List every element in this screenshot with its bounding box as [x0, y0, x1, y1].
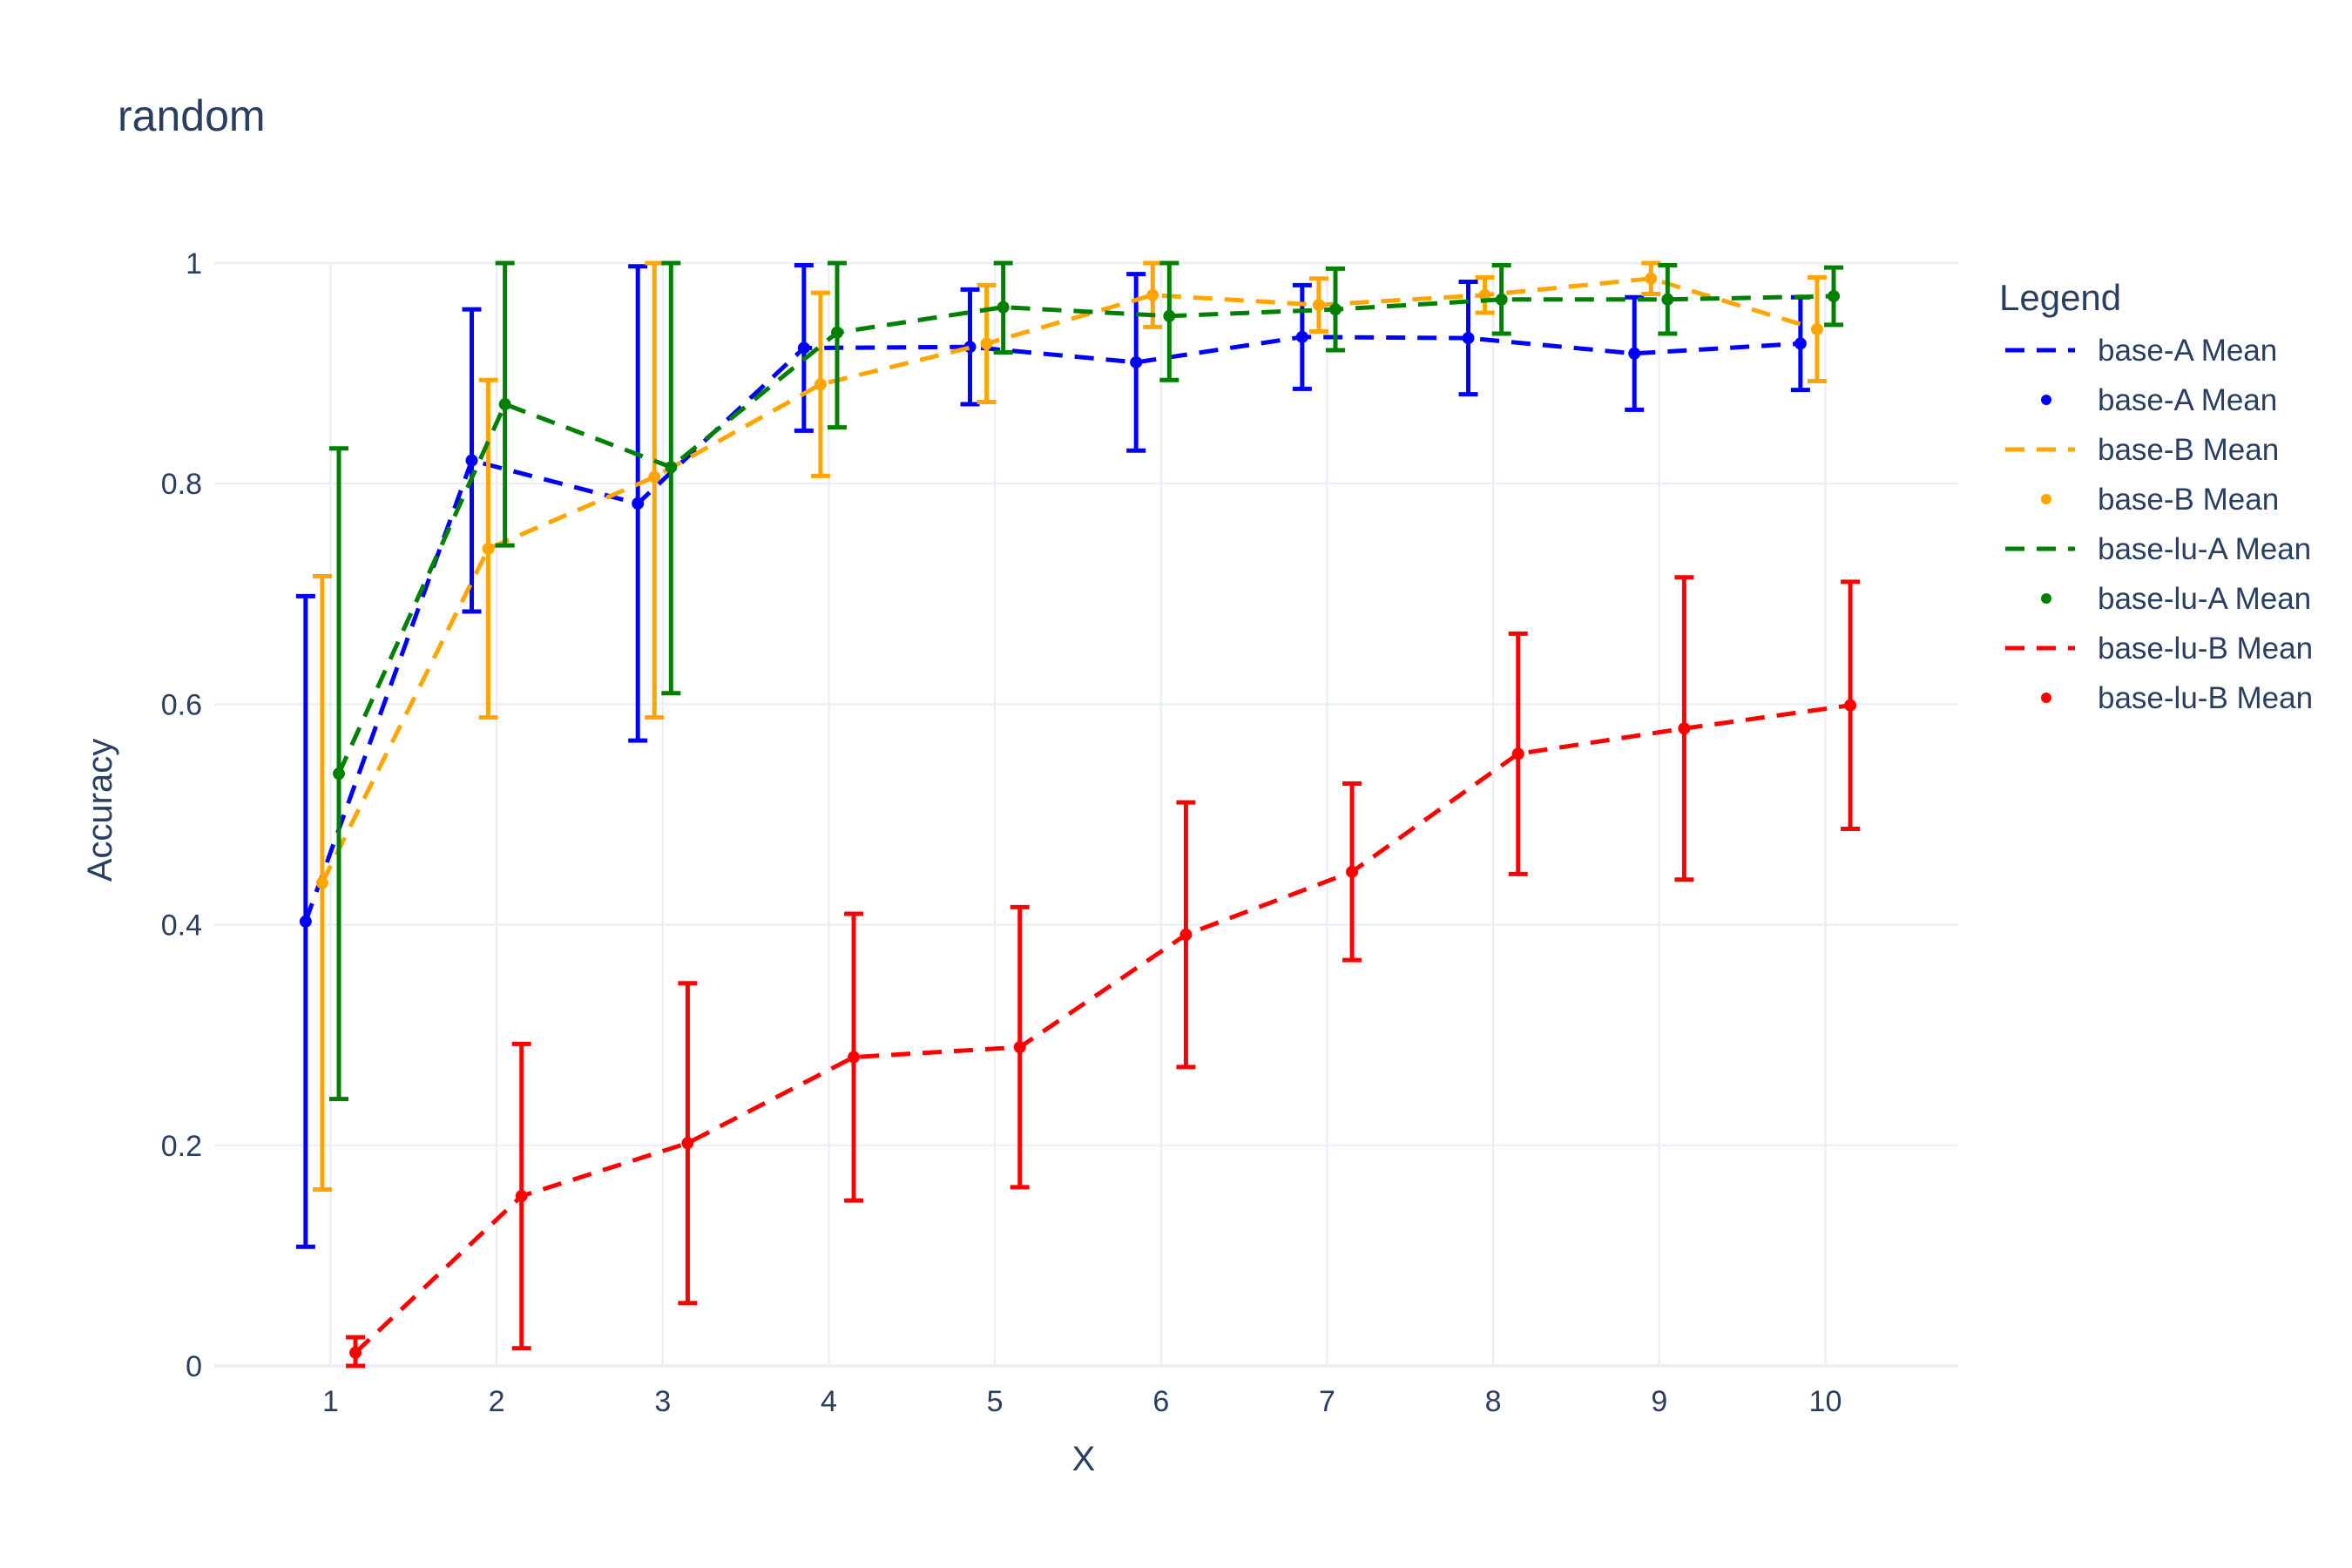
data-point	[1511, 747, 1524, 760]
data-point	[315, 876, 328, 889]
x-tick-label: 9	[1651, 1385, 1667, 1418]
data-point	[333, 767, 345, 781]
data-point	[1179, 928, 1193, 941]
data-point	[1661, 293, 1674, 306]
legend-label: base-A Mean	[2098, 383, 2277, 417]
legend-marker-swatch	[2041, 593, 2051, 604]
chart-title: random	[118, 91, 266, 140]
series-line	[354, 703, 1851, 1355]
data-point	[648, 470, 661, 483]
x-tick-label: 5	[987, 1385, 1004, 1418]
legend-item-line[interactable]: base-lu-B Mean	[2005, 632, 2313, 666]
data-point	[1013, 1041, 1026, 1054]
data-point	[1828, 289, 1840, 302]
error-bar	[661, 260, 681, 696]
legend-label: base-lu-A Mean	[2098, 582, 2311, 616]
data-point	[498, 398, 511, 411]
data-point	[349, 1346, 362, 1359]
y-tick-label: 0.4	[161, 909, 202, 943]
series-line	[303, 335, 1801, 923]
series-layer	[295, 260, 1861, 1369]
data-point	[1678, 722, 1691, 735]
data-point	[1312, 299, 1325, 312]
data-point	[1645, 272, 1658, 285]
y-tick-label: 0.6	[161, 688, 202, 721]
data-point	[1146, 288, 1159, 301]
series-line	[320, 276, 1818, 884]
data-point	[1295, 330, 1308, 343]
data-point	[848, 1051, 861, 1064]
legend-label: base-B Mean	[2098, 433, 2279, 467]
legend-label: base-lu-A Mean	[2098, 532, 2311, 566]
data-point	[814, 378, 827, 391]
x-tick-label: 10	[1809, 1385, 1842, 1418]
data-point	[515, 1190, 528, 1203]
legend-item-marker[interactable]: base-lu-B Mean	[2041, 681, 2313, 715]
data-point	[1462, 332, 1475, 345]
legend-label: base-lu-B Mean	[2098, 632, 2313, 666]
legend[interactable]: Legend base-A Mean base-A Mean base-B Mean…	[1999, 277, 2313, 715]
legend-title: Legend	[1999, 277, 2121, 318]
series-base-b-mean	[312, 260, 1827, 1192]
series-base-lu-a-mean	[329, 260, 1843, 1102]
series-line	[336, 294, 1835, 775]
series-base-a-mean	[295, 263, 1810, 1249]
error-bar	[828, 260, 847, 430]
x-tick-label: 7	[1319, 1385, 1335, 1418]
data-point	[681, 1137, 694, 1150]
data-point	[1130, 355, 1143, 368]
data-point	[1329, 303, 1342, 316]
x-tick-label: 2	[489, 1385, 505, 1418]
data-point	[465, 454, 478, 467]
legend-label: base-lu-B Mean	[2098, 681, 2313, 715]
error-bar	[645, 260, 665, 720]
x-tick-label: 6	[1152, 1385, 1169, 1418]
legend-item-marker[interactable]: base-A Mean	[2041, 383, 2277, 417]
axis-ticks: 1 2 3 4 5 6 7 8 9 10 0 0.2 0.4 0.6 0.8 1	[161, 247, 1842, 1418]
legend-item-marker[interactable]: base-B Mean	[2041, 483, 2279, 517]
legend-item-line[interactable]: base-B Mean	[2005, 433, 2279, 467]
data-point	[997, 301, 1010, 314]
y-tick-label: 0	[186, 1350, 202, 1383]
y-tick-label: 0.8	[161, 468, 202, 501]
data-point	[1163, 309, 1176, 322]
data-point	[1346, 865, 1359, 878]
legend-items: base-A Mean base-A Mean base-B Mean base-B …	[2005, 334, 2313, 715]
legend-item-line[interactable]: base-A Mean	[2005, 334, 2277, 368]
data-point	[1844, 699, 1857, 712]
data-point	[797, 341, 810, 355]
legend-item-line[interactable]: base-lu-A Mean	[2005, 532, 2311, 566]
x-tick-label: 4	[821, 1385, 837, 1418]
legend-label: base-A Mean	[2098, 334, 2277, 368]
data-point	[482, 542, 495, 555]
legend-marker-swatch	[2041, 494, 2051, 504]
data-point	[1794, 337, 1807, 350]
x-tick-label: 8	[1485, 1385, 1502, 1418]
data-point	[1495, 293, 1508, 306]
data-point	[1628, 347, 1641, 360]
y-tick-label: 1	[186, 247, 202, 280]
data-point	[665, 461, 678, 474]
y-axis-title: Accuracy	[81, 739, 119, 882]
data-point	[632, 497, 645, 510]
y-tick-label: 0.2	[161, 1130, 202, 1163]
legend-marker-swatch	[2041, 693, 2051, 703]
data-point	[299, 915, 312, 928]
legend-marker-swatch	[2041, 395, 2051, 405]
data-point	[1810, 322, 1823, 335]
legend-label: base-B Mean	[2098, 483, 2279, 517]
x-tick-label: 3	[654, 1385, 671, 1418]
data-point	[831, 326, 843, 339]
grid-lines	[214, 261, 1958, 1368]
series-base-lu-b-mean	[346, 575, 1861, 1369]
data-point	[980, 337, 993, 350]
x-tick-label: 1	[322, 1385, 339, 1418]
x-axis-title: X	[1072, 1440, 1096, 1478]
legend-item-marker[interactable]: base-lu-A Mean	[2041, 582, 2311, 616]
